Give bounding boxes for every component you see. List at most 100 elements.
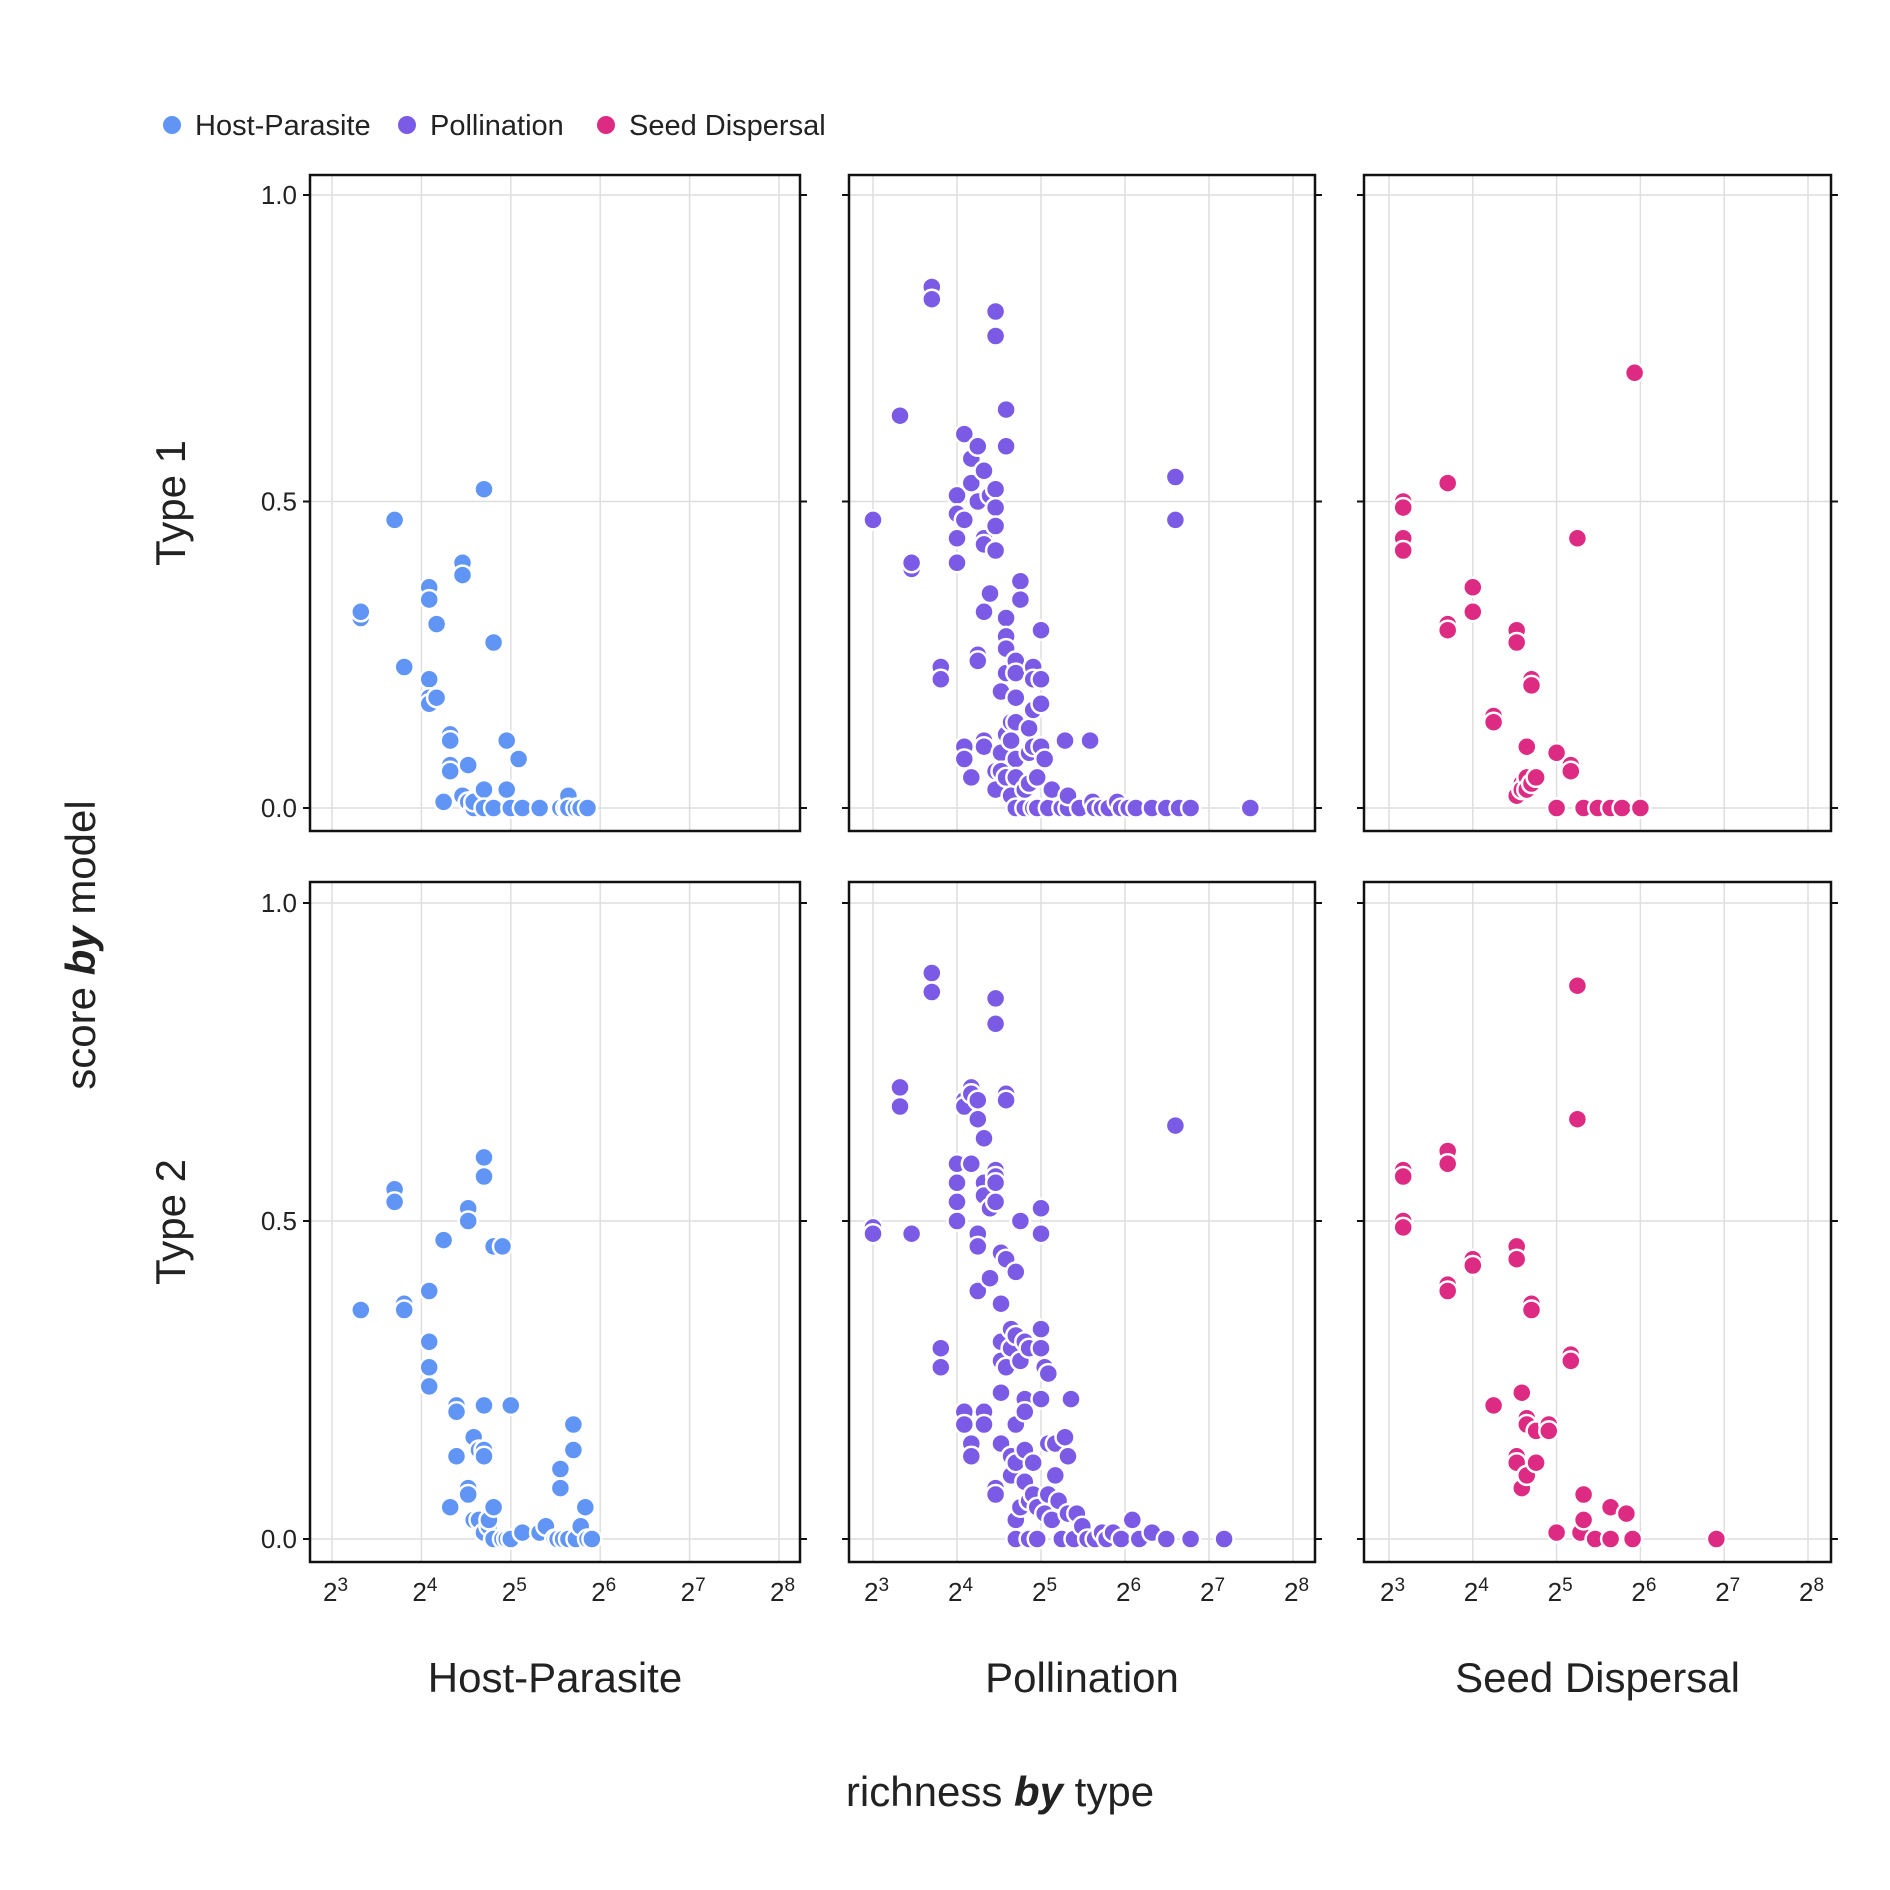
- panel-type-1-seed-dispersal: [1357, 173, 1838, 833]
- data-point: [562, 1413, 585, 1436]
- data-point: [473, 1394, 495, 1417]
- data-point: [889, 404, 911, 427]
- data-point: [1462, 1254, 1484, 1277]
- data-point: [984, 1483, 1007, 1506]
- data-point: [930, 1337, 952, 1359]
- y-tick-label: 0.0: [261, 1524, 297, 1554]
- legend-marker: [398, 116, 416, 134]
- data-point: [967, 1280, 989, 1302]
- data-point: [549, 1477, 572, 1499]
- data-point: [1030, 1222, 1052, 1245]
- data-point: [451, 564, 474, 586]
- x-tick-label: 25: [1032, 1575, 1057, 1607]
- data-point: [1009, 1210, 1032, 1232]
- legend: Host-Parasite Pollination Seed Dispersal: [163, 110, 826, 142]
- data-point: [862, 1222, 884, 1245]
- data-point: [1030, 693, 1052, 715]
- data-point: [889, 1095, 911, 1118]
- x-tick-label: 26: [591, 1575, 616, 1607]
- data-point: [967, 1108, 989, 1130]
- data-point: [995, 398, 1017, 421]
- data-point: [439, 760, 461, 782]
- data-point: [979, 582, 1001, 605]
- data-point: [576, 797, 599, 819]
- data-point: [1436, 472, 1459, 494]
- data-point: [960, 766, 983, 789]
- data-point: [960, 472, 983, 494]
- data-point: [984, 300, 1007, 323]
- x-tick-label: 27: [1715, 1575, 1740, 1607]
- data-point: [393, 656, 415, 678]
- data-point: [1505, 631, 1528, 654]
- data-point: [495, 729, 518, 752]
- data-point: [973, 1127, 995, 1150]
- data-point: [967, 435, 989, 458]
- data-point: [491, 1235, 514, 1258]
- data-point: [967, 650, 989, 672]
- data-point: [495, 778, 518, 801]
- data-point: [1030, 619, 1052, 641]
- data-point: [383, 509, 406, 531]
- panel-frame: [847, 173, 1317, 833]
- x-tick-label: 23: [1380, 1575, 1405, 1607]
- panel-frame: [1362, 173, 1833, 833]
- data-point: [1239, 797, 1262, 819]
- column-titles: Host-Parasite Pollination Seed Dispersal: [428, 1654, 1740, 1701]
- y-tick-label: 1.0: [261, 888, 297, 918]
- data-point: [1392, 496, 1414, 519]
- data-point: [1054, 729, 1076, 752]
- data-point: [946, 552, 968, 574]
- data-point: [900, 1222, 923, 1245]
- data-point: [1392, 1216, 1414, 1239]
- data-point: [1000, 729, 1022, 752]
- y-tick-label: 0.0: [261, 793, 297, 823]
- data-point: [1621, 1528, 1644, 1550]
- data-point: [960, 1445, 983, 1468]
- data-point: [1014, 1401, 1036, 1423]
- data-point: [960, 1153, 983, 1175]
- data-point: [946, 1172, 968, 1194]
- row-title-type-1: Type 1: [147, 440, 194, 566]
- data-point: [1436, 1153, 1459, 1175]
- data-point: [1516, 735, 1538, 758]
- legend-item-seed-dispersal: Seed Dispersal: [597, 110, 826, 142]
- x-tick-label: 24: [948, 1575, 973, 1607]
- x-tick-label: 26: [1116, 1575, 1141, 1607]
- data-point: [1164, 509, 1187, 531]
- data-point: [457, 1210, 479, 1232]
- row-titles: Type 1 Type 2: [147, 440, 194, 1285]
- data-point: [1179, 797, 1202, 819]
- data-point: [1057, 1445, 1079, 1468]
- data-point: [973, 601, 995, 623]
- data-point: [1599, 1528, 1622, 1550]
- data-point: [445, 1445, 468, 1468]
- data-point: [1545, 797, 1568, 819]
- row-title-type-2: Type 2: [147, 1159, 194, 1285]
- data-point: [984, 496, 1007, 519]
- x-tick-label: 23: [864, 1575, 889, 1607]
- data-point: [383, 1191, 406, 1213]
- data-point: [473, 1445, 495, 1468]
- panel-type-1-pollination: [842, 173, 1322, 833]
- data-point: [1060, 1388, 1082, 1410]
- data-point: [984, 987, 1007, 1010]
- panel-frame: [1362, 880, 1833, 1564]
- panel-type-2-pollination: 23 24 25 26 27 28: [842, 880, 1322, 1607]
- data-point: [946, 527, 968, 550]
- data-point: [1164, 466, 1187, 488]
- data-point: [1030, 1337, 1052, 1359]
- data-point: [1179, 1528, 1202, 1550]
- data-point: [1054, 1426, 1076, 1448]
- data-point: [1572, 1483, 1595, 1506]
- panel-type-2-host-parasite: 0.0 0.5 1.0 23 24 25 26 27 28: [261, 880, 807, 1607]
- data-point: [439, 1496, 461, 1518]
- data-point: [473, 778, 495, 801]
- data-point: [528, 797, 551, 819]
- data-point: [432, 791, 455, 813]
- data-point: [418, 1356, 440, 1379]
- data-point: [425, 686, 448, 709]
- panel-type-1-host-parasite: 0.0 0.5 1.0: [261, 173, 807, 833]
- data-point: [967, 1089, 989, 1111]
- data-point: [445, 1401, 468, 1423]
